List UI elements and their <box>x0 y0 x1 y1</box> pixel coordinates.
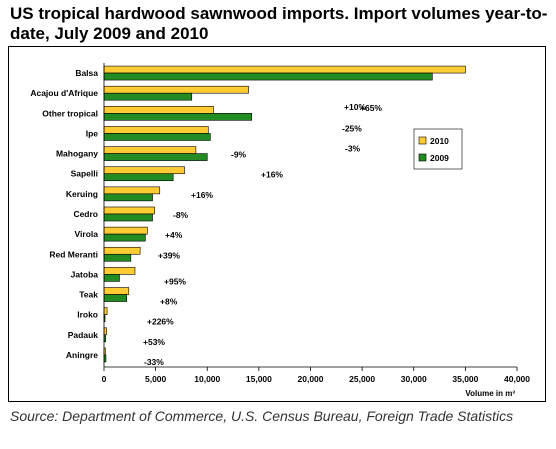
axes-layer: Balsa Acajou d'Afrique Other tropical Ipe Ma… <box>30 63 530 398</box>
change-label: +4% <box>165 230 183 240</box>
source-note: Source: Department of Commerce, U.S. Cen… <box>10 408 514 424</box>
bar-2009-red-meranti <box>103 253 132 262</box>
change-label: -33% <box>144 357 164 367</box>
x-axis-label: Volume in m³ <box>465 389 515 398</box>
bar-2010-ipe <box>103 126 209 134</box>
x-tick-label: 35,000 <box>452 374 478 384</box>
change-label: -8% <box>173 210 189 220</box>
category-label: Other tropical <box>42 108 98 118</box>
legend-swatch-2010 <box>418 136 427 145</box>
change-label: -3% <box>345 143 361 153</box>
bar-2010-teak <box>103 287 130 295</box>
legend-label-2010: 2010 <box>430 136 449 146</box>
bar-2009-acajou-d-afrique <box>103 92 193 101</box>
category-label: Mahogany <box>56 149 98 159</box>
change-label: -25% <box>342 123 362 133</box>
change-label: +10% <box>344 102 366 112</box>
bar-2010-iroko <box>103 307 108 315</box>
category-label: Jatoba <box>71 269 99 279</box>
category-label: Aningre <box>66 350 98 360</box>
category-label: Red Meranti <box>49 249 98 259</box>
bar-2009-mahogany <box>103 153 208 161</box>
legend-label-2009: 2009 <box>430 153 449 163</box>
bar-2010-virola <box>103 226 148 235</box>
category-label: Sapelli <box>71 169 98 179</box>
change-label: +226% <box>147 317 174 327</box>
x-tick-label: 10,000 <box>194 374 220 384</box>
change-label: -9% <box>231 150 247 160</box>
annotations-layer: +10%+65%-25%-3%-9%+16%+16%-8%+4%+39%+95%… <box>143 102 382 367</box>
bar-2009-keruing <box>103 193 153 202</box>
bar-2010-sapelli <box>103 166 185 175</box>
x-tick-label: 30,000 <box>401 374 427 384</box>
category-label: Iroko <box>77 310 98 320</box>
legend-swatch-2009 <box>418 153 427 162</box>
category-label: Balsa <box>75 68 98 78</box>
bar-2010-cedro <box>103 206 155 215</box>
category-label: Virola <box>75 229 99 239</box>
legend: 2010 2009 <box>413 128 463 170</box>
change-label: +95% <box>164 276 186 286</box>
bar-2009-cedro <box>103 213 153 222</box>
x-tick-label: 15,000 <box>246 374 272 384</box>
bar-2009-balsa <box>103 72 433 81</box>
bar-2010-red-meranti <box>103 246 141 255</box>
chart-title: US tropical hardwood sawnwood imports. I… <box>10 4 548 43</box>
x-tick-label: 40,000 <box>504 374 530 384</box>
bar-2010-balsa <box>103 65 466 74</box>
chart-frame: +10% +65% -25% -3% -9% +16% +16% -8% +4% +39% +95%… <box>8 46 546 402</box>
category-label: Cedro <box>73 209 98 219</box>
change-label: +8% <box>160 297 178 307</box>
bar-2009-virola <box>103 233 146 242</box>
change-label: +65% <box>360 103 382 113</box>
bar-2010-mahogany <box>103 146 197 154</box>
category-label: Keruing <box>66 189 98 199</box>
category-label: Teak <box>79 290 98 300</box>
bar-chart: +10%+65%-25%-3%-9%+16%+16%-8%+4%+39%+95%… <box>30 63 530 398</box>
bar-2010-acajou-d-afrique <box>103 85 249 94</box>
x-tick-label: 5,000 <box>145 374 167 384</box>
change-label: +16% <box>261 170 283 180</box>
x-tick-label: 0 <box>102 374 107 384</box>
legend-box <box>413 128 463 170</box>
change-label: +16% <box>191 190 213 200</box>
bar-2010-jatoba <box>103 267 136 275</box>
bar-2009-sapelli <box>103 173 174 182</box>
category-label: Acajou d'Afrique <box>30 88 98 98</box>
x-tick-label: 25,000 <box>349 374 375 384</box>
category-label: Padauk <box>68 330 99 340</box>
bar-2009-teak <box>103 294 128 302</box>
change-label: +53% <box>143 337 165 347</box>
bar-2009-ipe <box>103 133 211 141</box>
category-label: Ipe <box>86 128 99 138</box>
change-label: +39% <box>158 250 180 260</box>
bar-2009-jatoba <box>103 274 120 282</box>
bar-2010-keruing <box>103 186 161 195</box>
bars-layer <box>103 65 466 363</box>
bar-2009-other-tropical <box>103 113 252 121</box>
bar-2010-other-tropical <box>103 106 214 114</box>
x-tick-label: 20,000 <box>298 374 324 384</box>
